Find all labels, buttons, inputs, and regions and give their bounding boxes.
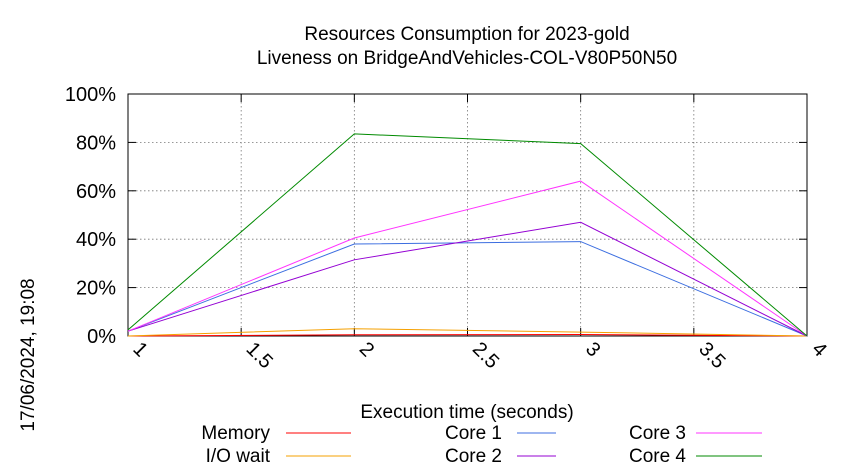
plot-border xyxy=(127,93,808,337)
series-line-i-o-wait xyxy=(127,328,808,337)
x-tick-label: 1.5 xyxy=(242,338,277,373)
x-axis-label: Execution time (seconds) xyxy=(360,402,573,423)
legend-label-core-2: Core 2 xyxy=(445,446,502,467)
y-tick-label: 100% xyxy=(65,84,116,106)
legend-label-memory: Memory xyxy=(201,423,270,444)
series-line-core-1 xyxy=(127,241,808,337)
chart-subtitle: Liveness on BridgeAndVehicles-COL-V80P50… xyxy=(257,48,677,69)
grid xyxy=(128,94,807,336)
x-tick-label: 1 xyxy=(128,338,151,361)
legend-label-core-1: Core 1 xyxy=(445,423,502,444)
series-line-core-3 xyxy=(127,180,808,337)
chart-title: Resources Consumption for 2023-gold xyxy=(304,24,629,45)
x-tick-label: 2 xyxy=(355,338,378,361)
x-tick-label: 4 xyxy=(807,338,830,361)
y-tick-label: 80% xyxy=(76,132,116,154)
series-lines xyxy=(127,133,808,337)
series-line-core-2 xyxy=(127,221,808,337)
y-tick-label: 60% xyxy=(76,181,116,203)
y-tick-label: 0% xyxy=(87,326,116,348)
legend-label-core-3: Core 3 xyxy=(629,423,686,444)
x-tick-label: 3.5 xyxy=(694,338,729,373)
series-line-core-4 xyxy=(127,133,808,337)
legend-label-i-o-wait: I/O wait xyxy=(206,446,271,467)
series-line-memory xyxy=(127,333,808,337)
y-tick-label: 20% xyxy=(76,278,116,300)
x-tick-label: 2.5 xyxy=(468,338,503,373)
timestamp-note: 17/06/2024, 19:08 xyxy=(18,278,39,431)
y-tick-label: 40% xyxy=(76,229,116,251)
x-tick-label: 3 xyxy=(581,338,604,361)
legend-label-core-4: Core 4 xyxy=(629,446,686,467)
